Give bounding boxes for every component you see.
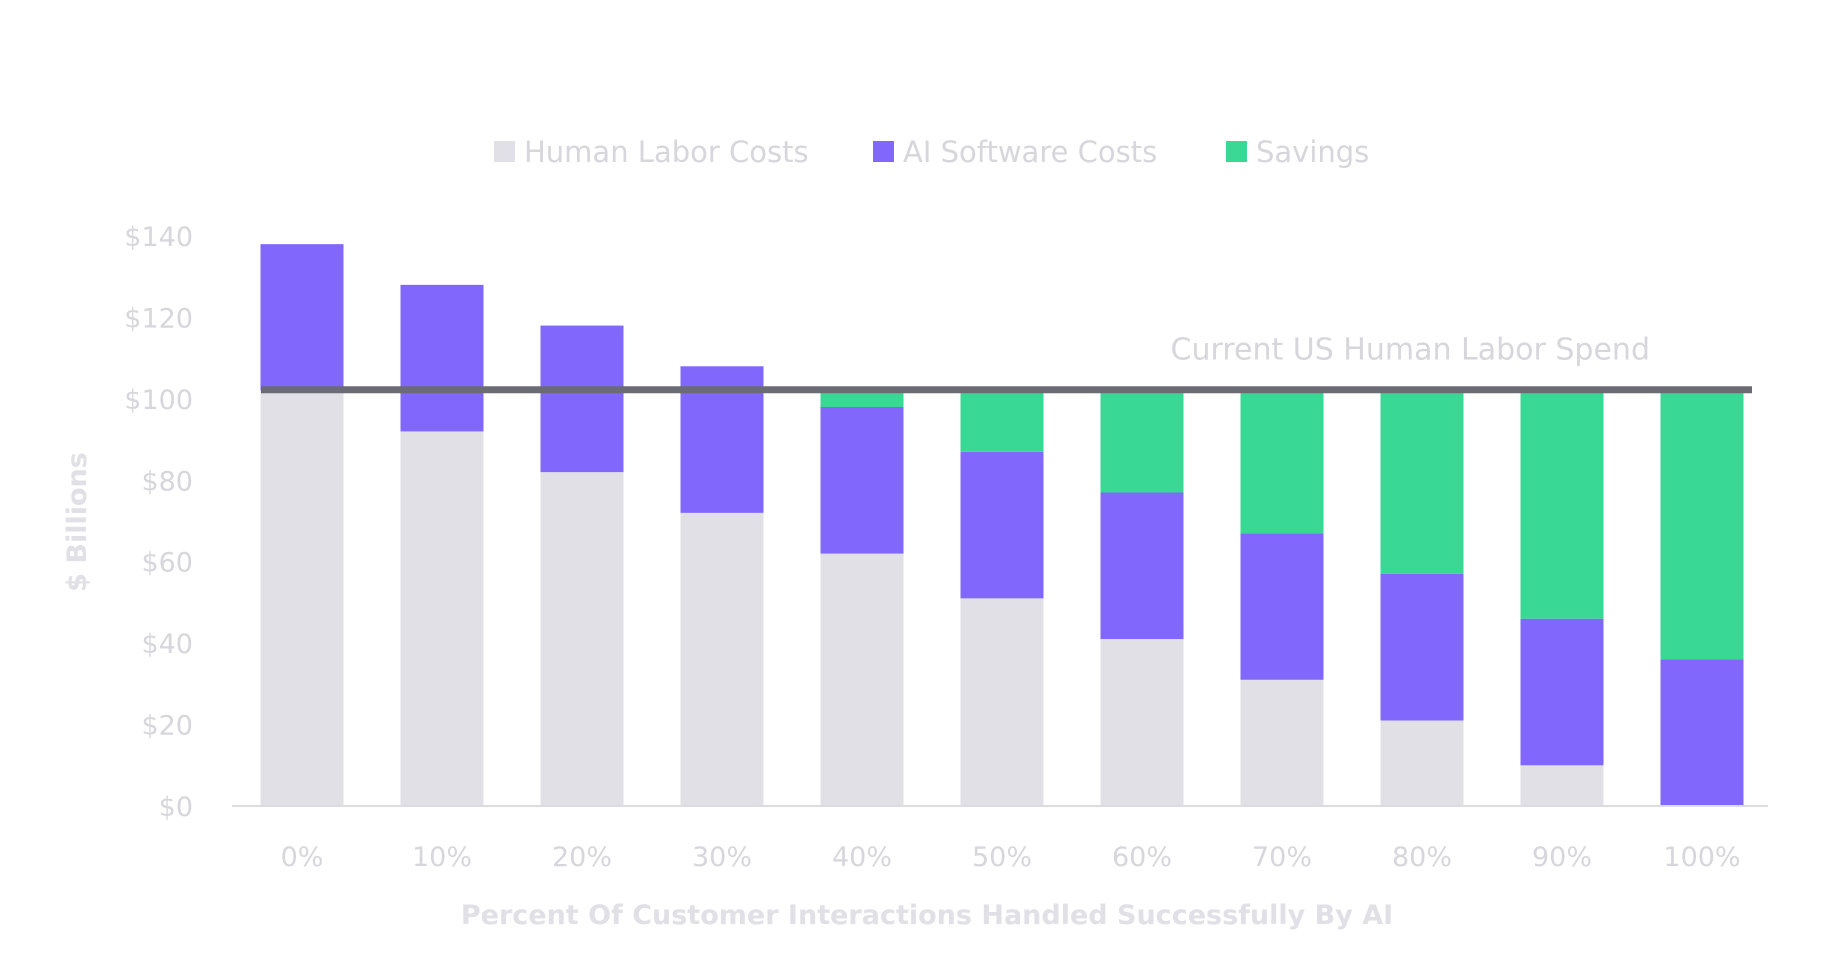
savings-bar bbox=[1660, 390, 1744, 660]
y-axis: $0 $20 $40 $60 $80 $100 $120 $140 bbox=[124, 222, 193, 823]
y-tick-label: $0 bbox=[159, 792, 193, 823]
human-labor-bar bbox=[1520, 765, 1604, 806]
ai-software-bar bbox=[540, 325, 624, 473]
ai-software-bar bbox=[400, 284, 484, 432]
y-tick-label: $60 bbox=[141, 548, 193, 579]
x-axis-title: Percent Of Customer Interactions Handled… bbox=[461, 900, 1393, 931]
savings-bar bbox=[1520, 390, 1604, 619]
x-tick-label: 100% bbox=[1663, 842, 1740, 873]
ai-software-bar bbox=[260, 244, 344, 391]
human-labor-bar bbox=[1380, 720, 1464, 806]
ai-software-bar bbox=[960, 451, 1044, 599]
x-tick-label: 0% bbox=[281, 842, 324, 873]
y-tick-label: $120 bbox=[124, 303, 193, 334]
ai-software-bar bbox=[1240, 533, 1324, 680]
human-labor-bar bbox=[680, 512, 764, 806]
human-labor-bar bbox=[960, 598, 1044, 806]
legend-label: Savings bbox=[1256, 135, 1369, 169]
bars bbox=[260, 244, 1744, 806]
legend-human-labor: Human Labor Costs bbox=[494, 135, 809, 169]
y-tick-label: $80 bbox=[141, 466, 193, 497]
y-axis-title: $ Billions bbox=[62, 452, 93, 592]
legend-swatch bbox=[873, 141, 894, 162]
human-labor-bar bbox=[820, 553, 904, 806]
x-tick-label: 10% bbox=[412, 842, 472, 873]
x-axis: 0% 10% 20% 30% 40% 50% 60% 70% 80% 90% 100% bbox=[281, 842, 1741, 873]
ai-software-bar bbox=[1380, 573, 1464, 721]
x-tick-label: 40% bbox=[832, 842, 892, 873]
x-tick-label: 30% bbox=[692, 842, 752, 873]
human-labor-bar bbox=[260, 390, 344, 806]
legend-swatch bbox=[494, 141, 515, 162]
ai-software-bar bbox=[1100, 492, 1184, 640]
savings-bar bbox=[820, 390, 904, 407]
ai-software-bar bbox=[820, 407, 904, 554]
ai-software-bar bbox=[1520, 618, 1604, 766]
y-tick-label: $40 bbox=[141, 629, 193, 660]
x-tick-label: 60% bbox=[1112, 842, 1172, 873]
x-tick-label: 90% bbox=[1532, 842, 1592, 873]
y-tick-label: $20 bbox=[141, 711, 193, 742]
human-labor-bar bbox=[540, 472, 624, 806]
human-labor-bar bbox=[400, 431, 484, 806]
reference-line-label: Current US Human Labor Spend bbox=[1171, 333, 1650, 368]
human-labor-bar bbox=[1240, 679, 1324, 806]
ai-software-bar bbox=[1660, 659, 1744, 806]
x-tick-label: 70% bbox=[1252, 842, 1312, 873]
savings-bar bbox=[1240, 390, 1324, 534]
legend-swatch bbox=[1226, 141, 1247, 162]
y-tick-label: $140 bbox=[124, 222, 193, 253]
savings-bar bbox=[1100, 390, 1184, 493]
legend-ai-software: AI Software Costs bbox=[873, 135, 1157, 169]
y-tick-label: $100 bbox=[124, 385, 193, 416]
savings-bar bbox=[960, 390, 1044, 452]
legend-savings: Savings bbox=[1226, 135, 1369, 169]
human-labor-bar bbox=[1100, 639, 1184, 806]
legend: Human Labor Costs AI Software Costs Saving… bbox=[494, 135, 1369, 169]
legend-label: AI Software Costs bbox=[903, 135, 1157, 169]
savings-bar bbox=[1380, 390, 1464, 574]
x-tick-label: 20% bbox=[552, 842, 612, 873]
x-tick-label: 50% bbox=[972, 842, 1032, 873]
x-tick-label: 80% bbox=[1392, 842, 1452, 873]
legend-label: Human Labor Costs bbox=[524, 135, 809, 169]
